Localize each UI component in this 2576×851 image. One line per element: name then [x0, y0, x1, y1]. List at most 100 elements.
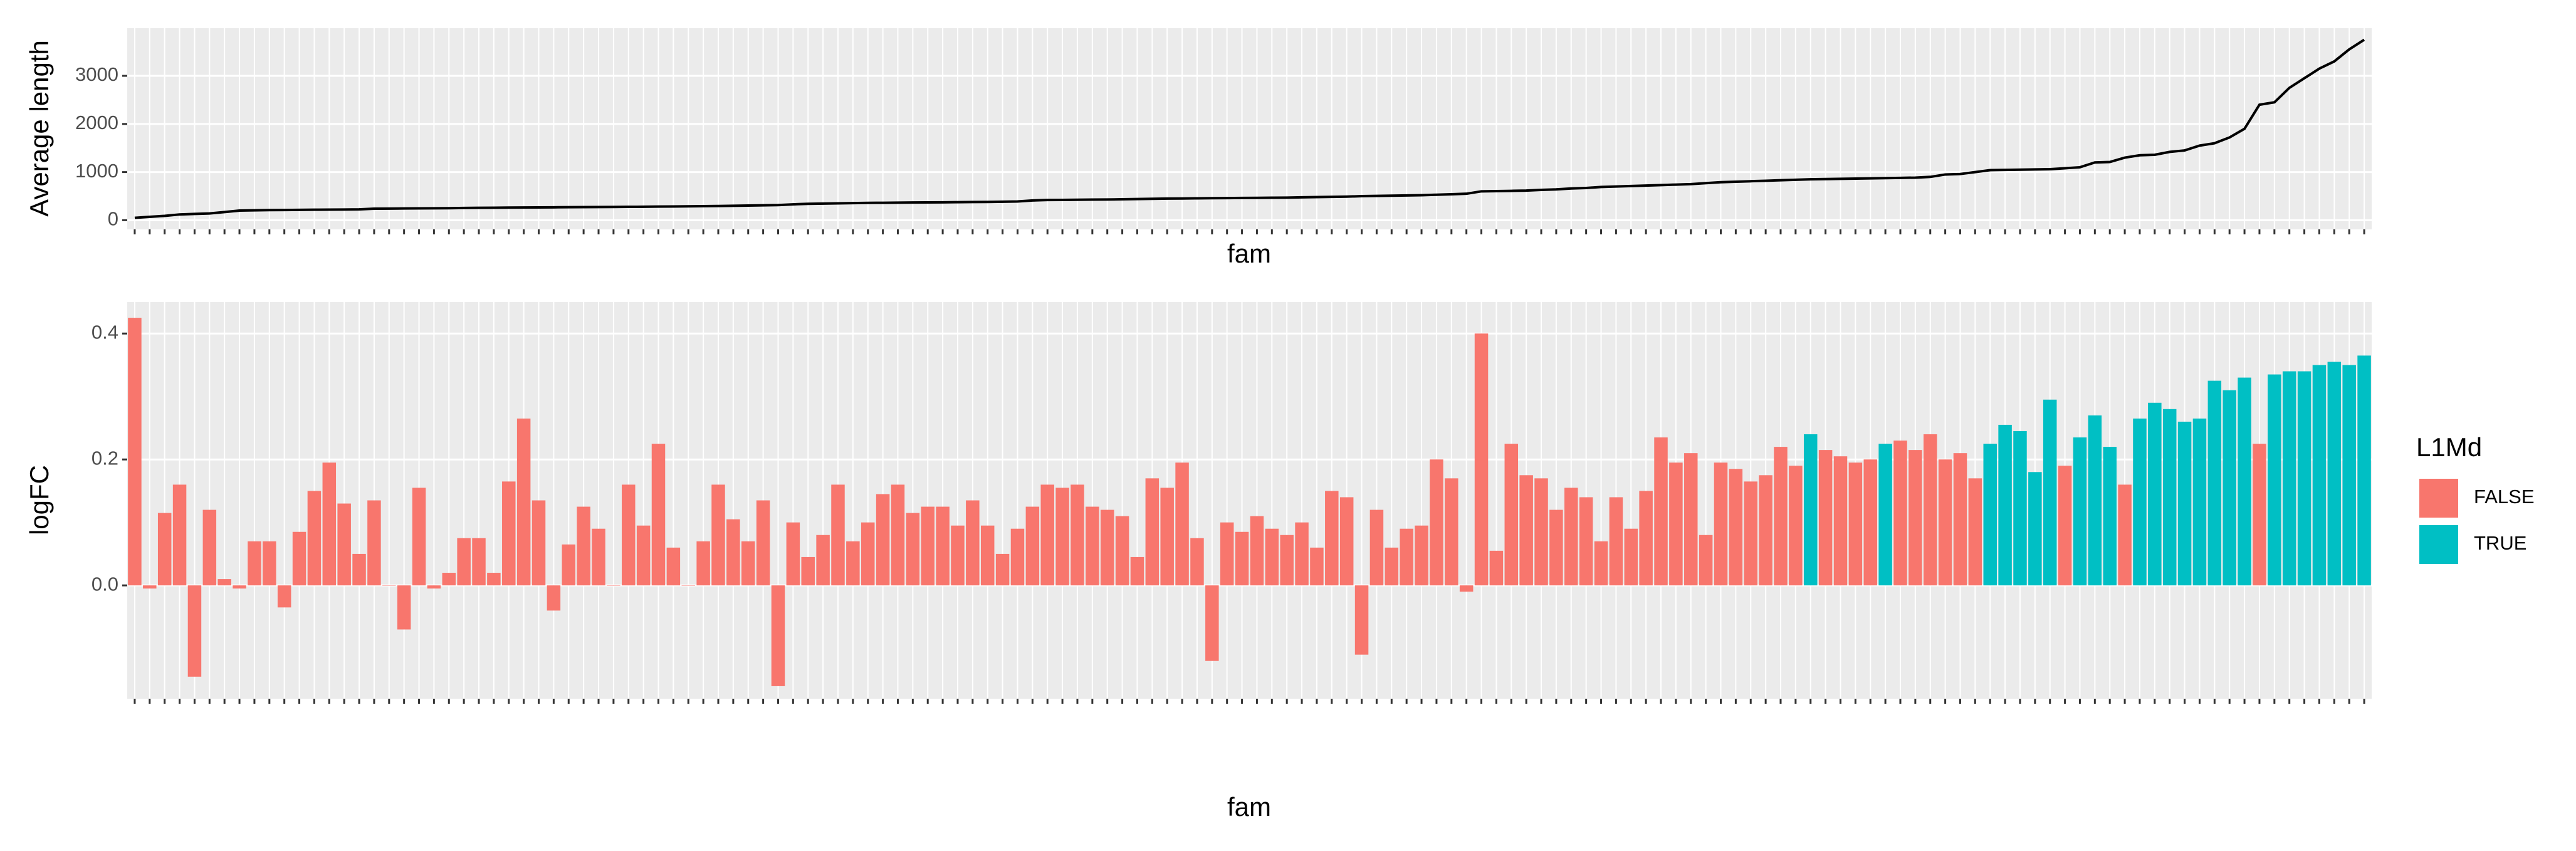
bar — [1190, 538, 1204, 586]
bar — [1549, 509, 1563, 586]
bar — [1115, 516, 1129, 586]
bar — [1205, 585, 1219, 661]
bar — [1983, 444, 1997, 586]
legend-key — [2419, 479, 2458, 518]
bar — [1684, 453, 1698, 586]
bar — [966, 500, 980, 586]
bar — [531, 500, 546, 586]
bar — [1699, 535, 1713, 586]
line — [134, 38, 2365, 219]
bar — [756, 500, 770, 586]
bar — [2268, 374, 2281, 586]
bar — [1025, 506, 1040, 586]
bar — [816, 535, 830, 586]
bar — [547, 585, 561, 611]
bar — [1534, 478, 1548, 586]
bar — [1354, 585, 1369, 655]
bar — [995, 553, 1010, 586]
bar — [2357, 355, 2371, 586]
bar — [516, 418, 531, 586]
bar — [1040, 484, 1054, 586]
bar — [936, 506, 950, 586]
bar — [1878, 444, 1892, 586]
bar — [1953, 453, 1967, 586]
bar — [1385, 547, 1399, 586]
legend-key — [2419, 525, 2458, 564]
bar — [681, 585, 695, 586]
bar — [2312, 365, 2327, 586]
bar — [2253, 444, 2266, 586]
plot-background — [127, 28, 2372, 229]
bar — [1863, 459, 1877, 586]
bar — [412, 488, 426, 586]
bar — [1519, 475, 1533, 586]
bar — [562, 544, 576, 586]
bar — [951, 525, 965, 586]
bar — [1714, 462, 1728, 586]
bar — [1145, 478, 1160, 586]
bar — [1310, 547, 1324, 586]
bar — [1220, 522, 1234, 586]
bar — [457, 538, 471, 586]
bar — [337, 503, 351, 586]
bar — [427, 585, 441, 589]
bar — [651, 444, 666, 586]
bar — [2192, 418, 2207, 586]
bar — [906, 513, 920, 586]
bar — [1729, 469, 1743, 586]
bar — [1100, 509, 1114, 586]
legend-label: TRUE — [2474, 532, 2526, 554]
bar — [771, 585, 785, 686]
bar — [502, 481, 516, 586]
bar — [2013, 431, 2027, 586]
bar — [2073, 437, 2087, 586]
bar — [2133, 418, 2147, 586]
bar — [1833, 456, 1848, 586]
bar — [307, 491, 322, 586]
bar — [1489, 550, 1504, 586]
bar — [980, 525, 995, 586]
bar — [472, 538, 486, 586]
bar — [2148, 402, 2162, 586]
x-axis-title: fam — [1227, 239, 1271, 268]
bar — [577, 506, 590, 586]
bar — [726, 519, 740, 586]
bar — [322, 462, 337, 586]
bar — [157, 513, 172, 586]
y-tick-label: 0.4 — [92, 321, 118, 343]
bar — [607, 585, 620, 586]
bar — [277, 585, 291, 608]
bar — [846, 541, 860, 586]
bar — [861, 522, 875, 586]
legend-label: FALSE — [2474, 486, 2535, 508]
bar — [1325, 491, 1339, 586]
bar — [711, 484, 725, 586]
bar — [2342, 365, 2356, 586]
bar — [292, 531, 306, 586]
bar — [352, 553, 366, 586]
bar — [2028, 472, 2042, 586]
bar — [1235, 531, 1249, 586]
bar — [1130, 556, 1144, 586]
bar — [2162, 409, 2177, 586]
bar — [2088, 415, 2102, 586]
bar — [1744, 481, 1757, 586]
bar — [1654, 437, 1668, 586]
bar — [831, 484, 845, 586]
bar — [1175, 462, 1189, 586]
bar — [1055, 488, 1069, 586]
bar — [801, 556, 815, 586]
bar — [128, 318, 142, 586]
legend-title: L1Md — [2416, 432, 2482, 462]
bar — [1474, 333, 1489, 586]
bar — [1998, 424, 2012, 586]
bar — [367, 500, 381, 586]
bar — [1086, 506, 1099, 586]
bar — [2238, 377, 2251, 586]
bar — [1774, 447, 1788, 586]
bar — [1893, 441, 1907, 586]
y-axis-title: Average length — [24, 40, 54, 217]
bar — [2118, 484, 2132, 586]
bar — [1804, 434, 1818, 586]
